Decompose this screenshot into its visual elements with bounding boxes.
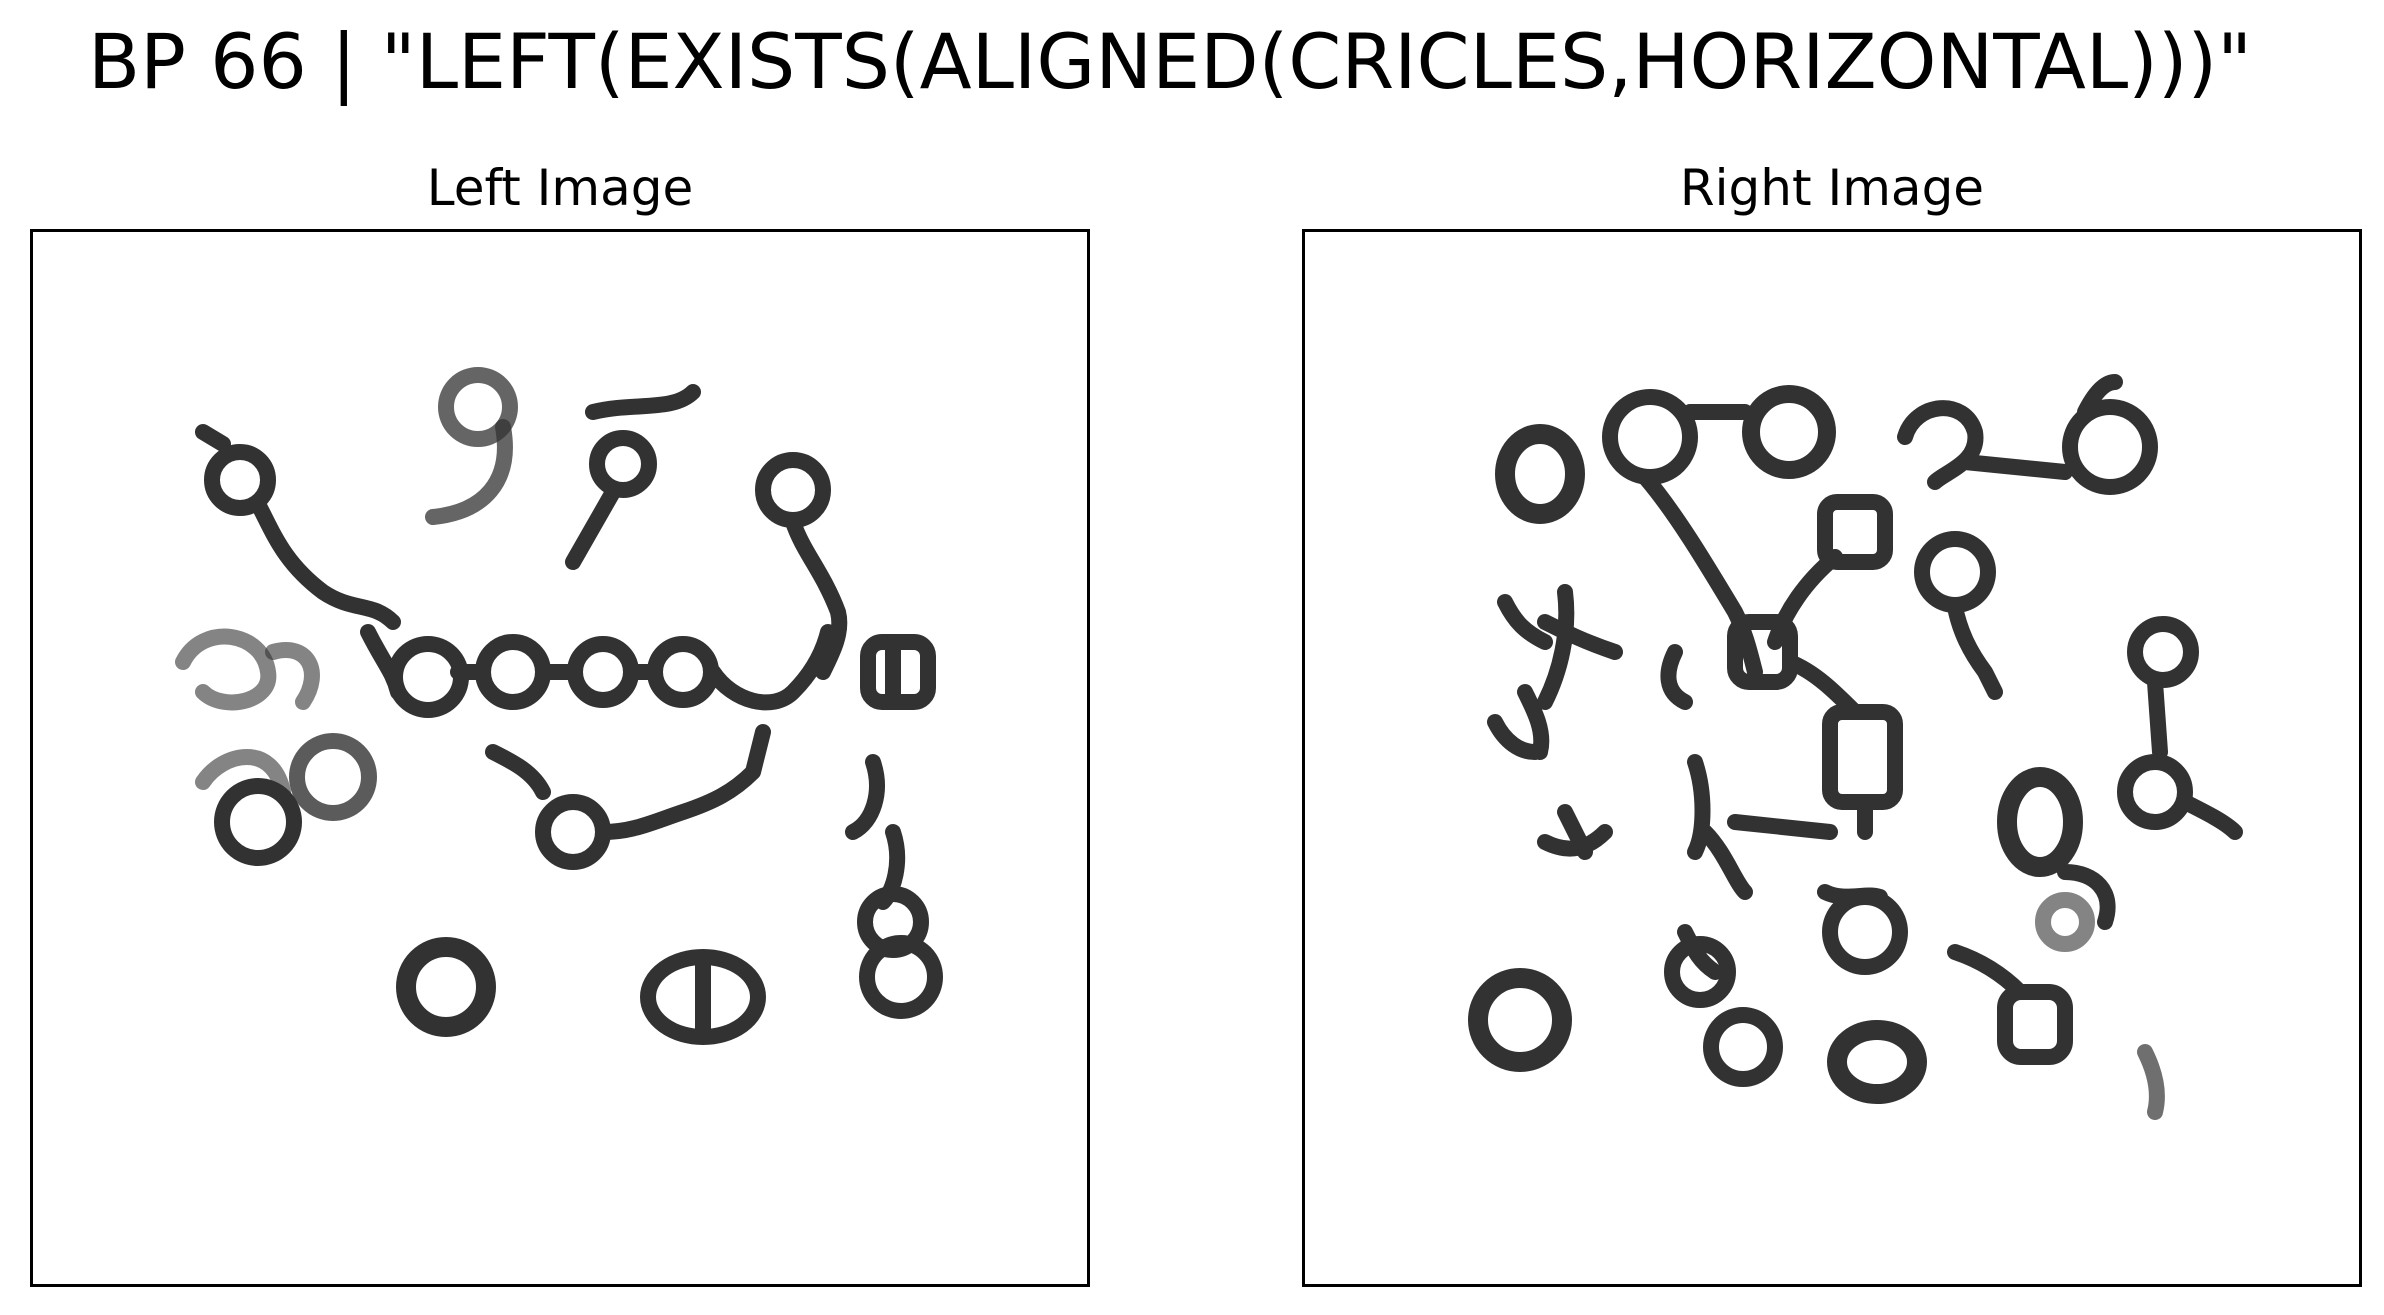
right-panel-title: Right Image (1679, 159, 1985, 217)
left-image-panel (30, 229, 1090, 1287)
left-handwritten-circles-image (175, 367, 943, 1045)
right-handwritten-circles-image (1468, 374, 2243, 1120)
right-image-panel (1302, 229, 2362, 1287)
figure-title: BP 66 | "LEFT(EXISTS(ALIGNED(CRICLES,HOR… (88, 17, 2253, 106)
left-panel-title: Left Image (426, 159, 694, 217)
